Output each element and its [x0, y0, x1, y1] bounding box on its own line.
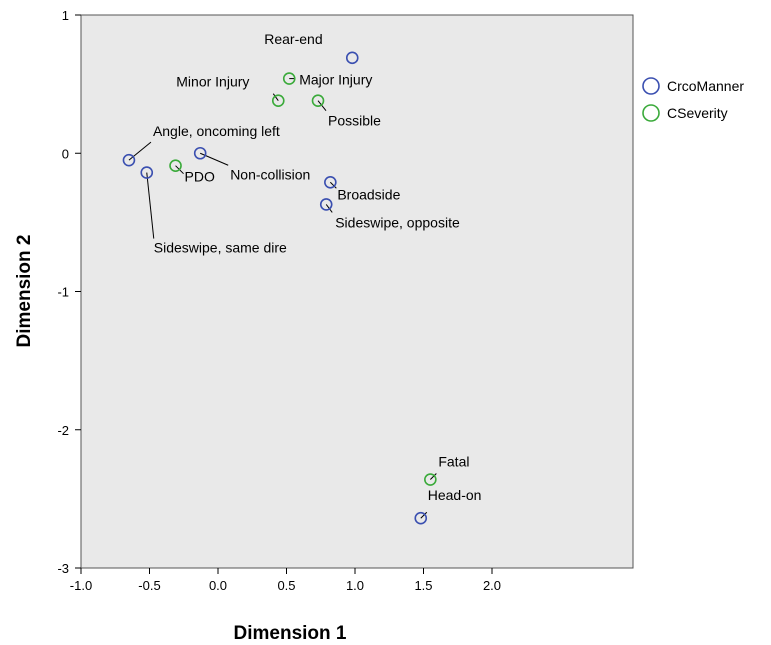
data-point [282, 72, 296, 85]
point-label: Major Injury [299, 72, 372, 88]
point-label: Rear-end [264, 31, 322, 47]
point-label: Broadside [337, 186, 400, 202]
data-point [424, 473, 437, 486]
data-point [319, 198, 333, 211]
legend-marker [642, 77, 660, 95]
point-label: Sideswipe, same dire [154, 240, 287, 256]
x-tick-label: 0.5 [277, 578, 295, 593]
x-tick-label: 0.0 [209, 578, 227, 593]
data-point [140, 166, 154, 179]
y-tick-label: 1 [62, 8, 69, 23]
label-connector [146, 172, 155, 239]
x-tick-label: -1.0 [70, 578, 92, 593]
x-tick-label: -0.5 [138, 578, 160, 593]
data-point [122, 153, 136, 167]
data-point [271, 94, 285, 108]
label-connector [429, 473, 437, 480]
y-tick-label: -1 [57, 285, 69, 300]
label-connector [272, 93, 279, 102]
x-axis: -1.0 -0.5 0.0 0.5 1.0 1.5 2.0 [70, 568, 501, 593]
point-label: Fatal [438, 454, 469, 470]
x-tick-label: 2.0 [483, 578, 501, 593]
data-point [193, 146, 207, 160]
plot-area [80, 14, 634, 569]
point-label: Sideswipe, opposite [335, 214, 460, 230]
x-tick-label: 1.5 [414, 578, 432, 593]
x-axis-title: Dimension 1 [234, 623, 347, 644]
data-point [324, 175, 337, 189]
legend: CrcoManner CSeverity [642, 77, 744, 122]
data-point [414, 511, 428, 525]
x-tick-label: 1.0 [346, 578, 364, 593]
point-label: Non-collision [230, 166, 310, 182]
point-label: Possible [328, 113, 381, 129]
point-label: Minor Injury [176, 74, 249, 90]
y-tick-label: 0 [62, 146, 69, 161]
data-points [122, 51, 437, 525]
point-label: Head-on [428, 487, 482, 503]
y-axis: 1 0 -1 -2 -3 [57, 8, 81, 576]
legend-label: CSeverity [667, 105, 728, 121]
y-tick-label: -2 [57, 423, 69, 438]
point-labels: Rear-end Angle, oncoming left Sideswipe, s… [153, 31, 482, 503]
y-axis-title: Dimension 2 [14, 235, 35, 348]
data-point [345, 51, 359, 65]
legend-label: CrcoManner [667, 78, 744, 94]
data-point [311, 94, 325, 108]
point-label: PDO [185, 169, 215, 185]
point-label: Angle, oncoming left [153, 123, 280, 139]
legend-marker [642, 104, 660, 122]
y-tick-label: -3 [57, 561, 69, 576]
label-connector [329, 181, 337, 189]
label-connector [317, 100, 327, 112]
label-connector [420, 511, 428, 519]
data-point [169, 159, 182, 172]
